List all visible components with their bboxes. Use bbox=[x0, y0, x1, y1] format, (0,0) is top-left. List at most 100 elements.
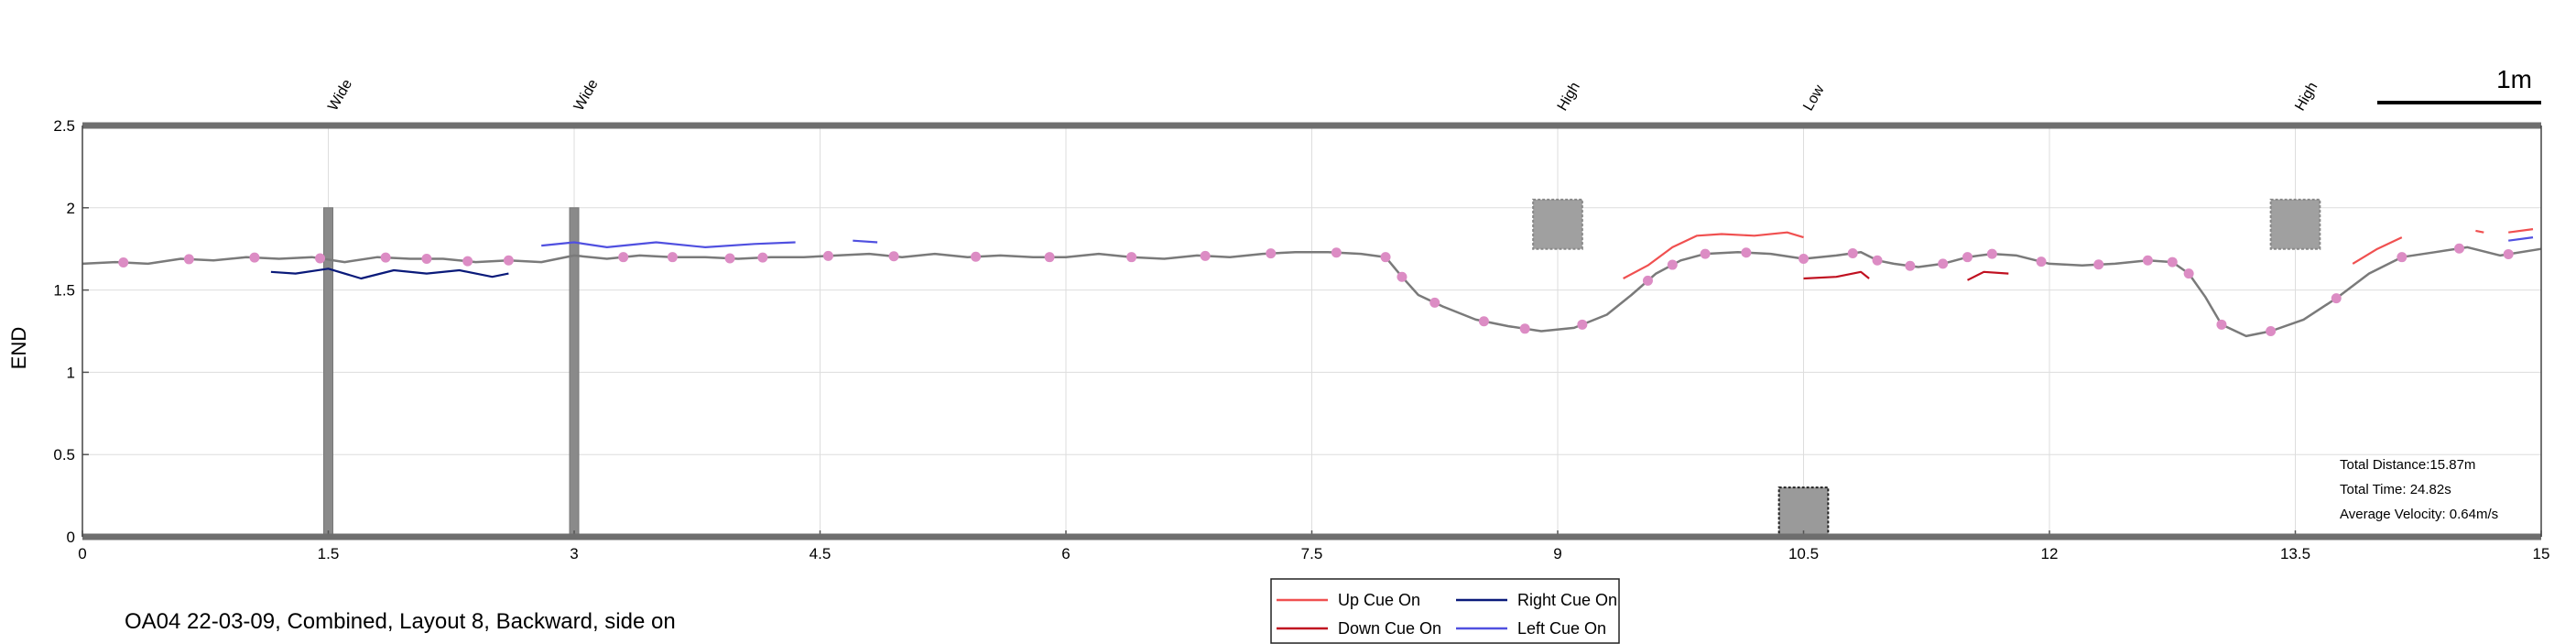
obstacle-label: High bbox=[2292, 80, 2321, 114]
trajectory-marker bbox=[1126, 252, 1137, 263]
stat-average-velocity: Average Velocity: 0.64m/s bbox=[2340, 507, 2498, 522]
x-tick-label: 9 bbox=[1553, 545, 1561, 562]
trajectory-marker bbox=[1519, 323, 1530, 334]
trajectory-marker bbox=[249, 252, 260, 263]
tick-labels: 0 1.5 3 4.5 6 7.5 9 10.5 12 13.5 15 0 0.5 1 1.5 2 2.5 bbox=[53, 117, 2549, 562]
left-cue-on-segment bbox=[2508, 236, 2534, 242]
series-group bbox=[82, 228, 2542, 338]
y-tick-label: 1 bbox=[67, 364, 75, 381]
obstacle-labels: Wide Wide High Low High bbox=[325, 77, 2321, 114]
trajectory-marker bbox=[822, 250, 833, 261]
right-cue-on-segment bbox=[270, 267, 509, 280]
down-cue-on-segment bbox=[1967, 270, 2009, 281]
trajectory-marker bbox=[2142, 255, 2153, 266]
trajectory-marker bbox=[1847, 247, 1858, 258]
x-tick-label: 13.5 bbox=[2280, 545, 2310, 562]
trajectory-marker bbox=[2216, 319, 2227, 330]
trajectory-marker bbox=[888, 251, 899, 262]
trajectory-marker bbox=[2036, 257, 2047, 267]
trajectory-marker bbox=[1642, 275, 1653, 286]
trajectory-marker bbox=[1044, 252, 1055, 263]
wide-obstacle-post bbox=[323, 207, 333, 538]
up-cue-on-segment bbox=[2475, 229, 2484, 234]
stat-total-distance: Total Distance:15.87m bbox=[2340, 457, 2475, 473]
trajectory-marker bbox=[2183, 268, 2194, 279]
trajectory-marker bbox=[2454, 243, 2464, 254]
legend-label-left-cue: Left Cue On bbox=[1517, 619, 1606, 638]
legend: Up Cue On Right Cue On Down Cue On Left … bbox=[1270, 578, 1620, 644]
trajectory-marker bbox=[2167, 257, 2178, 267]
up-cue-on-segment bbox=[2508, 228, 2534, 234]
trajectory-marker bbox=[2093, 259, 2104, 270]
trajectory-marker bbox=[2503, 248, 2514, 259]
x-tick-label: 15 bbox=[2533, 545, 2550, 562]
y-axis-label: END bbox=[7, 327, 30, 369]
trajectory-marker bbox=[183, 254, 194, 265]
trajectory-marker bbox=[757, 252, 768, 263]
trajectory-marker bbox=[462, 256, 473, 267]
legend-label-up-cue: Up Cue On bbox=[1338, 591, 1420, 609]
legend-box bbox=[1270, 578, 1620, 644]
down-cue-on-segment bbox=[1803, 270, 1870, 280]
trajectory-marker bbox=[1872, 255, 1883, 266]
trajectory-marker bbox=[118, 257, 129, 268]
high-obstacle-box bbox=[2269, 198, 2321, 250]
trajectory-marker bbox=[2397, 252, 2408, 263]
left-cue-on-segment bbox=[853, 239, 878, 244]
trajectory-marker bbox=[1397, 271, 1408, 282]
left-cue-on-segment bbox=[541, 241, 796, 248]
trajectory-marker bbox=[724, 253, 735, 264]
trajectory-marker bbox=[1986, 248, 1997, 259]
chart-caption: OA04 22-03-09, Combined, Layout 8, Backw… bbox=[125, 609, 676, 634]
trajectory-marker bbox=[1577, 319, 1588, 330]
trajectory-marker bbox=[1478, 316, 1489, 327]
y-tick-label: 2 bbox=[67, 200, 75, 217]
trajectory-marker bbox=[1200, 250, 1211, 261]
trajectory-marker bbox=[971, 251, 982, 262]
trajectory-marker bbox=[503, 255, 514, 266]
trajectory-marker bbox=[421, 253, 432, 264]
y-tick-label: 0.5 bbox=[53, 446, 75, 464]
grid-lines bbox=[82, 125, 2542, 538]
x-tick-label: 6 bbox=[1061, 545, 1070, 562]
obstacle-label: Low bbox=[1800, 82, 1828, 114]
trajectory-marker bbox=[1429, 297, 1440, 308]
x-tick-label: 7.5 bbox=[1301, 545, 1323, 562]
y-tick-label: 0 bbox=[67, 529, 75, 546]
trajectory-marker bbox=[667, 252, 678, 263]
y-tick-label: 1.5 bbox=[53, 282, 75, 300]
up-cue-on-segment bbox=[1623, 231, 1804, 279]
x-tick-label: 1.5 bbox=[318, 545, 340, 562]
trajectory-marker bbox=[1380, 252, 1391, 263]
obstacle-label: Wide bbox=[571, 77, 602, 114]
axes bbox=[82, 122, 2542, 540]
trajectory-marker bbox=[1741, 247, 1752, 258]
y-tick-label: 2.5 bbox=[53, 117, 75, 135]
trajectory-marker bbox=[1266, 248, 1277, 259]
trajectory-marker bbox=[1938, 258, 1949, 269]
trajectory-marker bbox=[315, 253, 326, 264]
x-tick-label: 4.5 bbox=[810, 545, 831, 562]
x-tick-label: 0 bbox=[78, 545, 86, 562]
x-tick-label: 3 bbox=[570, 545, 578, 562]
legend-label-down-cue: Down Cue On bbox=[1338, 619, 1441, 638]
low-obstacle-box bbox=[1777, 486, 1830, 538]
obstacle-label: High bbox=[1555, 80, 1583, 114]
trajectory-marker bbox=[380, 252, 391, 263]
trajectory-marker bbox=[2331, 293, 2342, 304]
stat-total-time: Total Time: 24.82s bbox=[2340, 482, 2451, 497]
scale-bar-label: 1m bbox=[2496, 65, 2532, 93]
stats-box: Total Distance:15.87m Total Time: 24.82s… bbox=[2340, 457, 2498, 522]
obstacles bbox=[323, 198, 2321, 538]
x-tick-label: 12 bbox=[2041, 545, 2059, 562]
trajectory-marker bbox=[2266, 326, 2277, 336]
trajectory-marker bbox=[618, 252, 629, 263]
x-tick-label: 10.5 bbox=[1788, 545, 1819, 562]
high-obstacle-box bbox=[1532, 198, 1583, 250]
trajectory-marker bbox=[1331, 247, 1342, 258]
up-cue-on-segment bbox=[2352, 236, 2403, 265]
trajectory-marker bbox=[1799, 253, 1809, 264]
trajectory-marker bbox=[1905, 260, 1916, 271]
trajectory-marker bbox=[1667, 259, 1678, 270]
